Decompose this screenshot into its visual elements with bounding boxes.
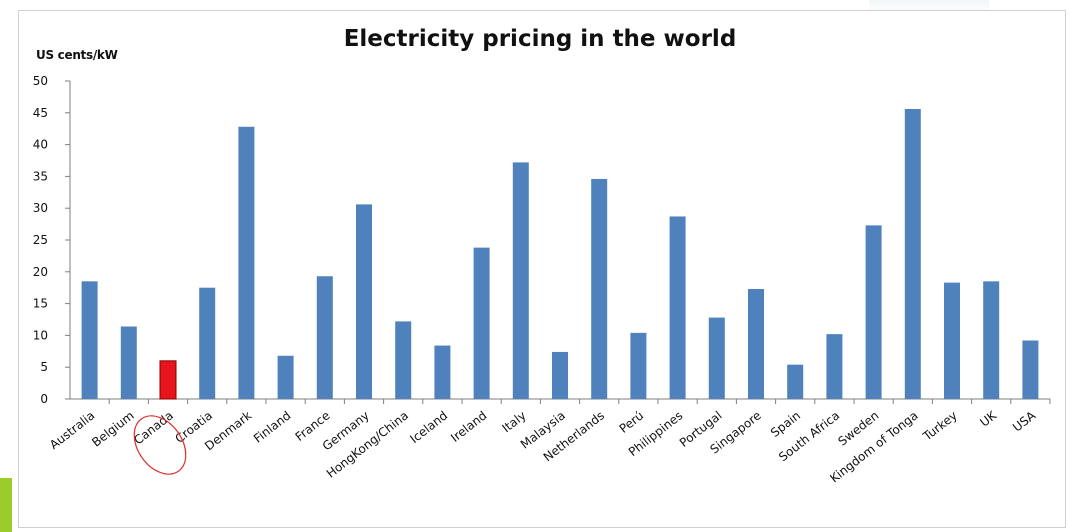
x-tick-label: Canada: [131, 408, 176, 447]
x-axis-labels: AustraliaBelgiumCanadaCroatiaDenmarkFinl…: [47, 408, 1039, 486]
bar-netherlands: [591, 178, 608, 399]
y-tick-label: 15: [33, 297, 48, 311]
y-tick-label: 35: [33, 169, 48, 183]
bar-philippines: [669, 216, 686, 399]
y-tick-label: 50: [33, 74, 48, 88]
bar-belgium: [120, 326, 137, 399]
x-tick-label: Iceland: [407, 408, 450, 446]
bar-hongkong-china: [395, 321, 412, 399]
bar-per-: [630, 332, 647, 399]
highlight-annotation: [133, 415, 187, 475]
bar-malaysia: [552, 351, 568, 399]
bar-turkey: [944, 282, 960, 399]
x-tick-label: Australia: [47, 408, 97, 452]
bar-ireland: [473, 247, 490, 399]
y-tick-label: 10: [33, 328, 48, 342]
y-axis-unit-label: US cents/kW: [36, 48, 118, 62]
bar-sweden: [865, 225, 882, 399]
bar-canada: [159, 360, 177, 400]
y-tick-label: 20: [33, 265, 48, 279]
y-tick-label: 45: [33, 106, 48, 120]
bar-croatia: [199, 287, 216, 399]
x-tick-label: Finland: [251, 408, 293, 445]
chart-title: Electricity pricing in the world: [343, 26, 737, 52]
x-tick-label: Turkey: [920, 408, 960, 444]
x-tick-label: Italy: [500, 408, 529, 435]
bar-singapore: [748, 288, 764, 399]
bar-italy: [512, 162, 529, 399]
x-tick-label: Perú: [617, 408, 647, 435]
y-tick-label: 0: [40, 392, 48, 406]
bar-usa: [1022, 340, 1039, 399]
bar-kingdom-of-tonga: [904, 108, 921, 399]
bar-uk: [983, 281, 1000, 399]
bar-denmark: [238, 126, 255, 400]
x-tick-label: Ireland: [448, 408, 489, 445]
bars: [81, 108, 1051, 404]
bar-south-africa: [826, 334, 843, 399]
bar-portugal: [708, 317, 725, 399]
bar-finland: [277, 355, 294, 399]
bar-france: [316, 276, 333, 399]
bar-spain: [787, 364, 804, 399]
y-tick-label: 40: [33, 138, 48, 152]
y-tick-label: 5: [40, 360, 48, 374]
x-tick-label: Belgium: [89, 408, 136, 449]
green-accent-strip: [0, 478, 12, 532]
y-tick-label: 25: [33, 233, 48, 247]
bar-germany: [356, 204, 372, 399]
y-tick-label: 30: [33, 201, 48, 215]
highlight-circle: [133, 415, 187, 475]
y-axis: 0 5 10 15 20 25 30 35 40 45 50: [33, 74, 1050, 406]
chart-frame: [18, 10, 1066, 528]
bar-iceland: [434, 345, 451, 399]
x-tick-label: USA: [1010, 408, 1039, 435]
bar-australia: [81, 281, 98, 399]
x-tick-label: UK: [977, 408, 1000, 430]
